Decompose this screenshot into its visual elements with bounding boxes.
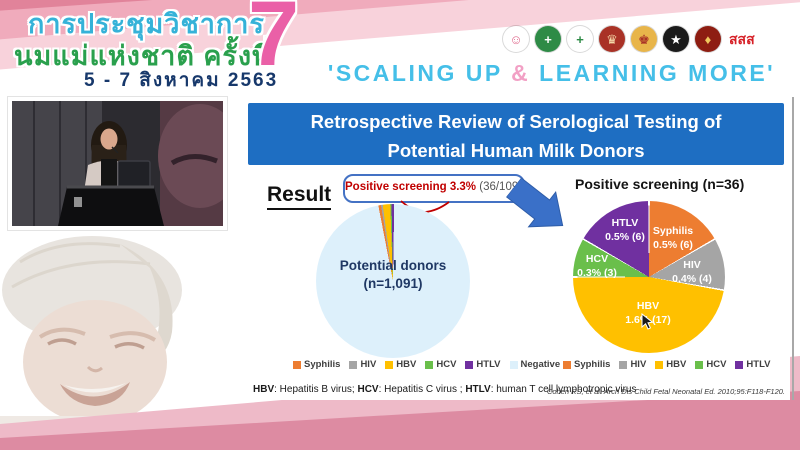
thaihealth-logo-icon: สสส xyxy=(729,31,755,47)
legend-swatch xyxy=(465,360,474,369)
pie-slice-label-hcv: HCV 0.3% (3) xyxy=(577,253,617,279)
positive-pie-title: Positive screening (n=36) xyxy=(575,176,745,192)
legend-swatch xyxy=(293,360,301,369)
public-health-ministry-logo-icon: + xyxy=(535,26,561,52)
health-department-logo-icon: + xyxy=(567,26,593,52)
presenter-video-feed xyxy=(12,101,223,226)
legend-item-hcv: HCV xyxy=(425,359,456,370)
medical-society-logo-icon: ★ xyxy=(663,26,689,52)
conference-title-line1: การประชุมวิชาการ xyxy=(28,9,265,39)
legend-swatch xyxy=(385,360,394,369)
flow-arrow-icon xyxy=(505,177,564,228)
legend-item-hiv: HIV xyxy=(619,359,646,370)
university-crest-logo-icon: ♛ xyxy=(599,26,625,52)
legend-item-htlv: HTLV xyxy=(465,359,501,370)
donors-pie-legend: Syphilis HIV HBV HCV HTLV Negative xyxy=(293,359,560,370)
positive-pie-legend: Syphilis HIV HBV HCV HTLV xyxy=(563,359,771,370)
presenter-video-panel xyxy=(8,97,227,230)
legend-swatch xyxy=(563,360,571,369)
breastfeeding-foundation-logo-icon: ☺ xyxy=(503,26,529,52)
legend-swatch xyxy=(735,360,744,369)
legend-swatch xyxy=(425,360,434,369)
donors-pie-center-label: Potential donors (n=1,091) xyxy=(339,258,447,292)
conference-date: 5 - 7 สิงหาคม 2563 xyxy=(84,70,279,91)
conference-slogan: 'SCALING UP & LEARNING MORE' xyxy=(327,60,776,86)
pie-slice-label-htlv: HTLV 0.5% (6) xyxy=(605,217,645,243)
slide-edge-line xyxy=(792,97,794,400)
result-heading: Result xyxy=(267,183,332,210)
legend-item-syphilis: Syphilis xyxy=(563,359,610,370)
abbreviation-footnote: HBV: Hepatitis B virus; HCV: Hepatitis C… xyxy=(253,384,637,395)
legend-item-syphilis: Syphilis xyxy=(293,359,340,370)
edition-number: 7 xyxy=(248,0,300,85)
sponsor-logo-row: ☺ + + ♛ ♚ ★ ♦ สสส xyxy=(503,26,757,52)
legend-item-hiv: HIV xyxy=(349,359,376,370)
red-emblem-logo-icon: ♦ xyxy=(695,26,721,52)
pie-slice-label-hiv: HIV 0.4% (4) xyxy=(672,259,712,285)
legend-swatch xyxy=(655,360,664,369)
legend-item-hcv: HCV xyxy=(695,359,726,370)
reference-citation: Cohen RS, et al. Arch Dis Child Fetal Ne… xyxy=(546,387,785,396)
legend-swatch xyxy=(349,360,358,369)
conference-banner: การประชุมวิชาการ นมแม่แห่งชาติ ครั้งที่ … xyxy=(0,0,800,97)
royal-college-logo-icon: ♚ xyxy=(631,26,657,52)
legend-swatch xyxy=(695,360,704,369)
slide-title: Retrospective Review of Serological Test… xyxy=(248,103,784,165)
legend-item-negative: Negative xyxy=(509,359,560,370)
legend-swatch xyxy=(619,360,628,369)
baby-watermark-image xyxy=(0,236,240,432)
mouse-cursor-icon xyxy=(641,313,654,330)
legend-item-hbv: HBV xyxy=(655,359,686,370)
presentation-slide: Retrospective Review of Serological Test… xyxy=(245,97,790,400)
donors-pie-chart xyxy=(316,204,470,358)
legend-item-htlv: HTLV xyxy=(735,359,771,370)
conference-title-line2: นมแม่แห่งชาติ ครั้งที่ xyxy=(14,41,271,71)
legend-item-hbv: HBV xyxy=(385,359,416,370)
pie-slice-label-syphilis: Syphilis 0.5% (6) xyxy=(652,225,694,251)
legend-swatch xyxy=(509,360,518,369)
